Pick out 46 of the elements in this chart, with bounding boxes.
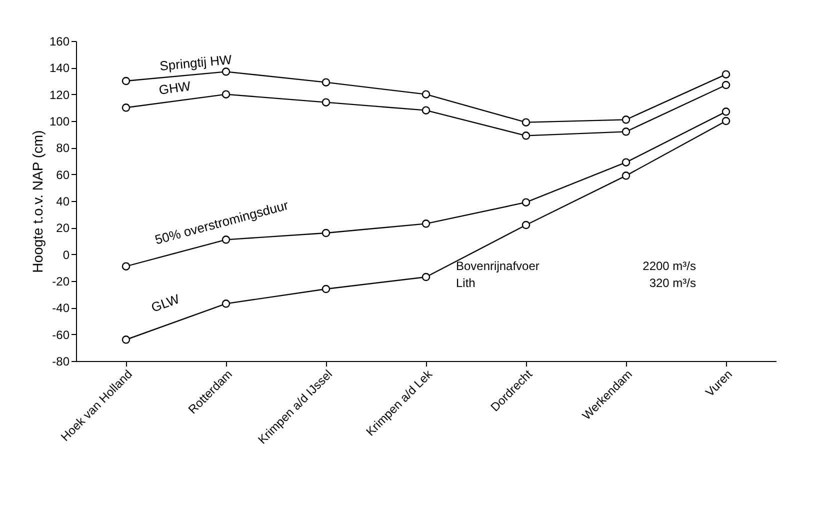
point	[522, 132, 530, 140]
y-tick-label: -40	[52, 301, 70, 316]
point	[722, 80, 730, 90]
point	[322, 284, 330, 294]
y-tick-label: 40	[56, 194, 70, 208]
point	[522, 220, 530, 230]
point	[122, 262, 130, 270]
y-tick-label: 160	[49, 34, 70, 48]
point	[622, 172, 630, 180]
y-tick-label: -60	[52, 328, 70, 342]
y-tick-label: -80	[52, 354, 70, 368]
point	[522, 118, 530, 126]
y-tick-label: 120	[49, 88, 70, 102]
point	[622, 158, 630, 166]
y-tick-label: 100	[49, 114, 70, 128]
point	[722, 70, 730, 78]
text: Lith 320 m³/s	[456, 276, 696, 290]
point	[422, 90, 430, 98]
point	[322, 78, 330, 86]
point	[422, 106, 430, 114]
point	[422, 220, 430, 228]
y-axis-title: Hoogte t.o.v. NAP (cm)	[29, 130, 46, 273]
text: GLW	[149, 290, 182, 316]
point	[322, 98, 330, 106]
y-tick-label: -20	[52, 274, 70, 288]
text: GHW	[158, 78, 192, 98]
text: Bovenrijnafvoer 2200 m³/s	[456, 259, 696, 273]
point	[722, 116, 730, 126]
y-tick-label: 80	[56, 141, 70, 156]
text: Springtij HW	[159, 52, 234, 74]
point	[222, 90, 230, 98]
point	[722, 108, 730, 116]
y-tick-label: 140	[49, 61, 70, 76]
point	[522, 198, 530, 206]
point	[122, 104, 130, 112]
point	[222, 300, 230, 308]
y-tick-label: 20	[56, 221, 70, 236]
point	[222, 68, 230, 76]
point	[322, 228, 330, 238]
point	[622, 116, 630, 124]
y-tick-label: 0	[62, 248, 70, 262]
point	[122, 76, 130, 86]
point	[622, 128, 630, 136]
point	[122, 336, 130, 344]
y-tick-label: 60	[56, 168, 70, 182]
point	[422, 272, 430, 282]
